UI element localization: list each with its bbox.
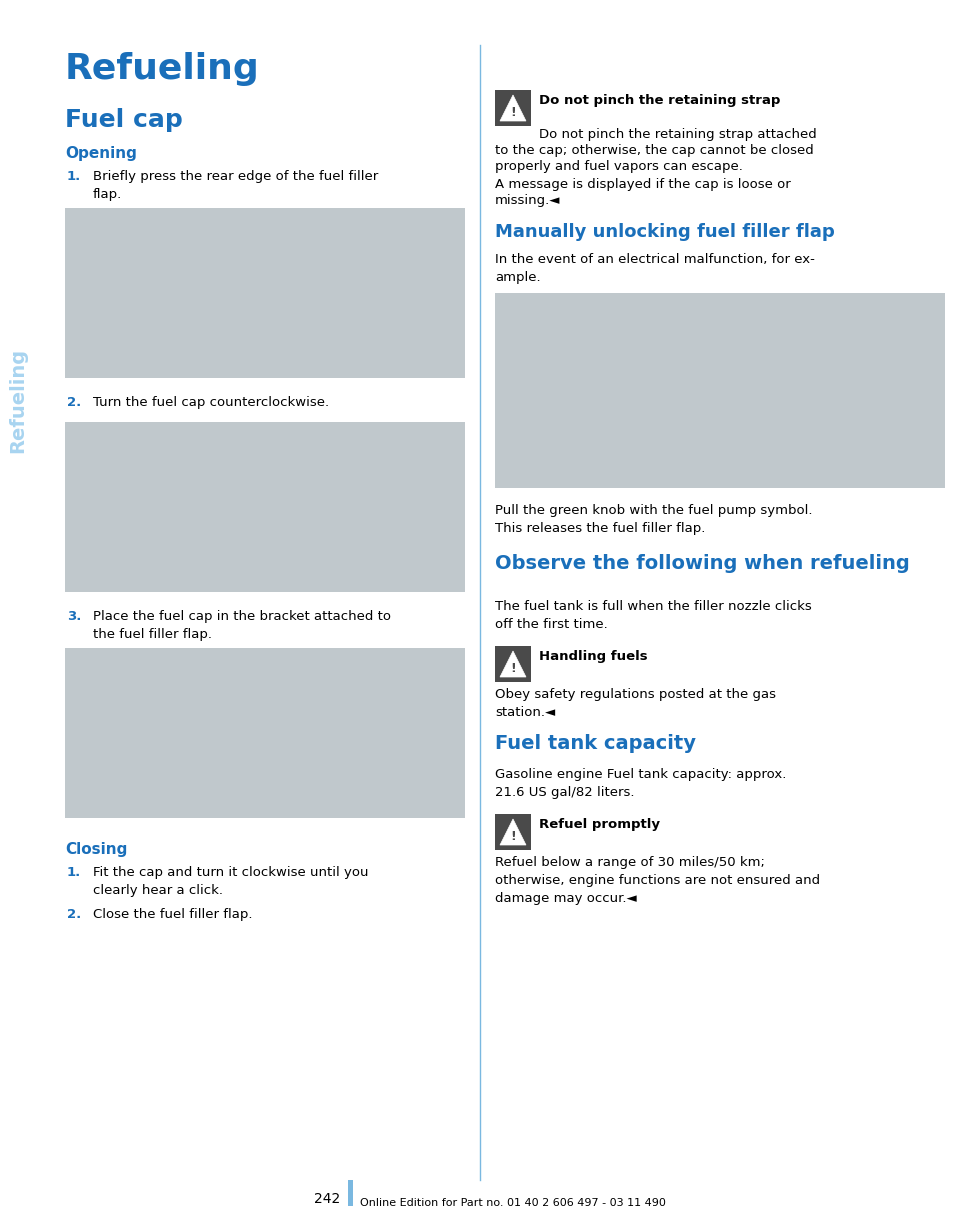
Text: Turn the fuel cap counterclockwise.: Turn the fuel cap counterclockwise. (93, 396, 329, 409)
Text: !: ! (510, 662, 516, 675)
Text: missing.◄: missing.◄ (495, 194, 561, 207)
Text: Do not pinch the retaining strap: Do not pinch the retaining strap (539, 94, 780, 108)
Text: Online Edition for Part no. 01 40 2 606 497 - 03 11 490: Online Edition for Part no. 01 40 2 606 … (360, 1198, 666, 1209)
Text: to the cap; otherwise, the cap cannot be closed: to the cap; otherwise, the cap cannot be… (495, 144, 814, 156)
Text: properly and fuel vapors can escape.: properly and fuel vapors can escape. (495, 160, 743, 174)
Text: Refueling: Refueling (9, 347, 28, 452)
Text: Observe the following when refueling: Observe the following when refueling (495, 554, 910, 573)
Polygon shape (500, 651, 526, 677)
Text: Gasoline engine Fuel tank capacity: approx.
21.6 US gal/82 liters.: Gasoline engine Fuel tank capacity: appr… (495, 767, 786, 799)
Text: 242: 242 (314, 1191, 340, 1206)
Text: Close the fuel filler flap.: Close the fuel filler flap. (93, 908, 252, 921)
Text: Obey safety regulations posted at the gas
station.◄: Obey safety regulations posted at the ga… (495, 688, 776, 719)
Text: Briefly press the rear edge of the fuel filler
flap.: Briefly press the rear edge of the fuel … (93, 170, 378, 200)
Text: Fuel tank capacity: Fuel tank capacity (495, 734, 696, 753)
Text: Place the fuel cap in the bracket attached to
the fuel filler flap.: Place the fuel cap in the bracket attach… (93, 610, 391, 642)
Text: Pull the green knob with the fuel pump symbol.
This releases the fuel filler fla: Pull the green knob with the fuel pump s… (495, 503, 812, 535)
Text: Refuel promptly: Refuel promptly (539, 818, 660, 831)
Text: Handling fuels: Handling fuels (539, 650, 648, 664)
Text: Manually unlocking fuel filler flap: Manually unlocking fuel filler flap (495, 222, 835, 241)
Text: Fuel cap: Fuel cap (65, 108, 182, 132)
Text: Fit the cap and turn it clockwise until you
clearly hear a click.: Fit the cap and turn it clockwise until … (93, 866, 369, 897)
FancyBboxPatch shape (495, 814, 531, 851)
FancyBboxPatch shape (65, 422, 465, 591)
FancyBboxPatch shape (65, 648, 465, 818)
Text: Do not pinch the retaining strap attached: Do not pinch the retaining strap attache… (539, 128, 817, 141)
Text: Closing: Closing (65, 842, 128, 857)
Text: In the event of an electrical malfunction, for ex-
ample.: In the event of an electrical malfunctio… (495, 253, 815, 284)
Text: Refueling: Refueling (65, 53, 260, 86)
Text: Opening: Opening (65, 145, 137, 161)
Text: 2.: 2. (67, 908, 82, 921)
Text: Refuel below a range of 30 miles/50 km;
otherwise, engine functions are not ensu: Refuel below a range of 30 miles/50 km; … (495, 855, 820, 906)
Polygon shape (500, 819, 526, 844)
Text: !: ! (510, 830, 516, 843)
FancyBboxPatch shape (65, 208, 465, 378)
Polygon shape (500, 95, 526, 121)
FancyBboxPatch shape (495, 646, 531, 682)
Text: !: ! (510, 106, 516, 119)
Text: The fuel tank is full when the filler nozzle clicks
off the first time.: The fuel tank is full when the filler no… (495, 600, 812, 631)
Text: A message is displayed if the cap is loose or: A message is displayed if the cap is loo… (495, 178, 791, 191)
FancyBboxPatch shape (348, 1180, 353, 1206)
FancyBboxPatch shape (495, 293, 945, 488)
FancyBboxPatch shape (495, 90, 531, 126)
Text: 3.: 3. (67, 610, 82, 623)
Text: 2.: 2. (67, 396, 82, 409)
Text: 1.: 1. (67, 170, 82, 183)
Text: 1.: 1. (67, 866, 82, 879)
